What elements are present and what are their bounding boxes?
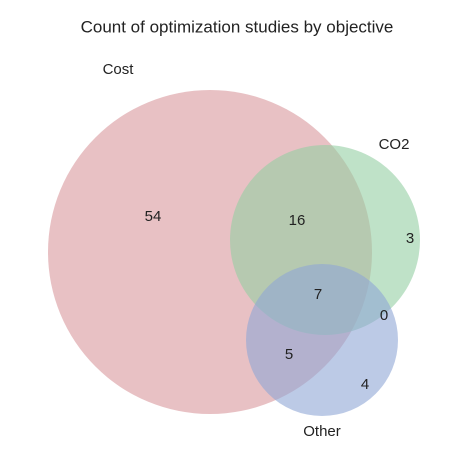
set-label: Cost	[103, 61, 135, 78]
set-circle	[246, 264, 398, 416]
region-count: 7	[314, 286, 322, 303]
region-count: 16	[289, 212, 306, 229]
region-count: 5	[285, 346, 293, 363]
chart-title: Count of optimization studies by objecti…	[81, 17, 394, 36]
region-count: 3	[406, 230, 414, 247]
region-count: 4	[361, 376, 369, 393]
region-count: 54	[145, 208, 162, 225]
set-label: Other	[303, 423, 341, 440]
region-count: 0	[380, 307, 388, 324]
set-label: CO2	[379, 136, 410, 153]
